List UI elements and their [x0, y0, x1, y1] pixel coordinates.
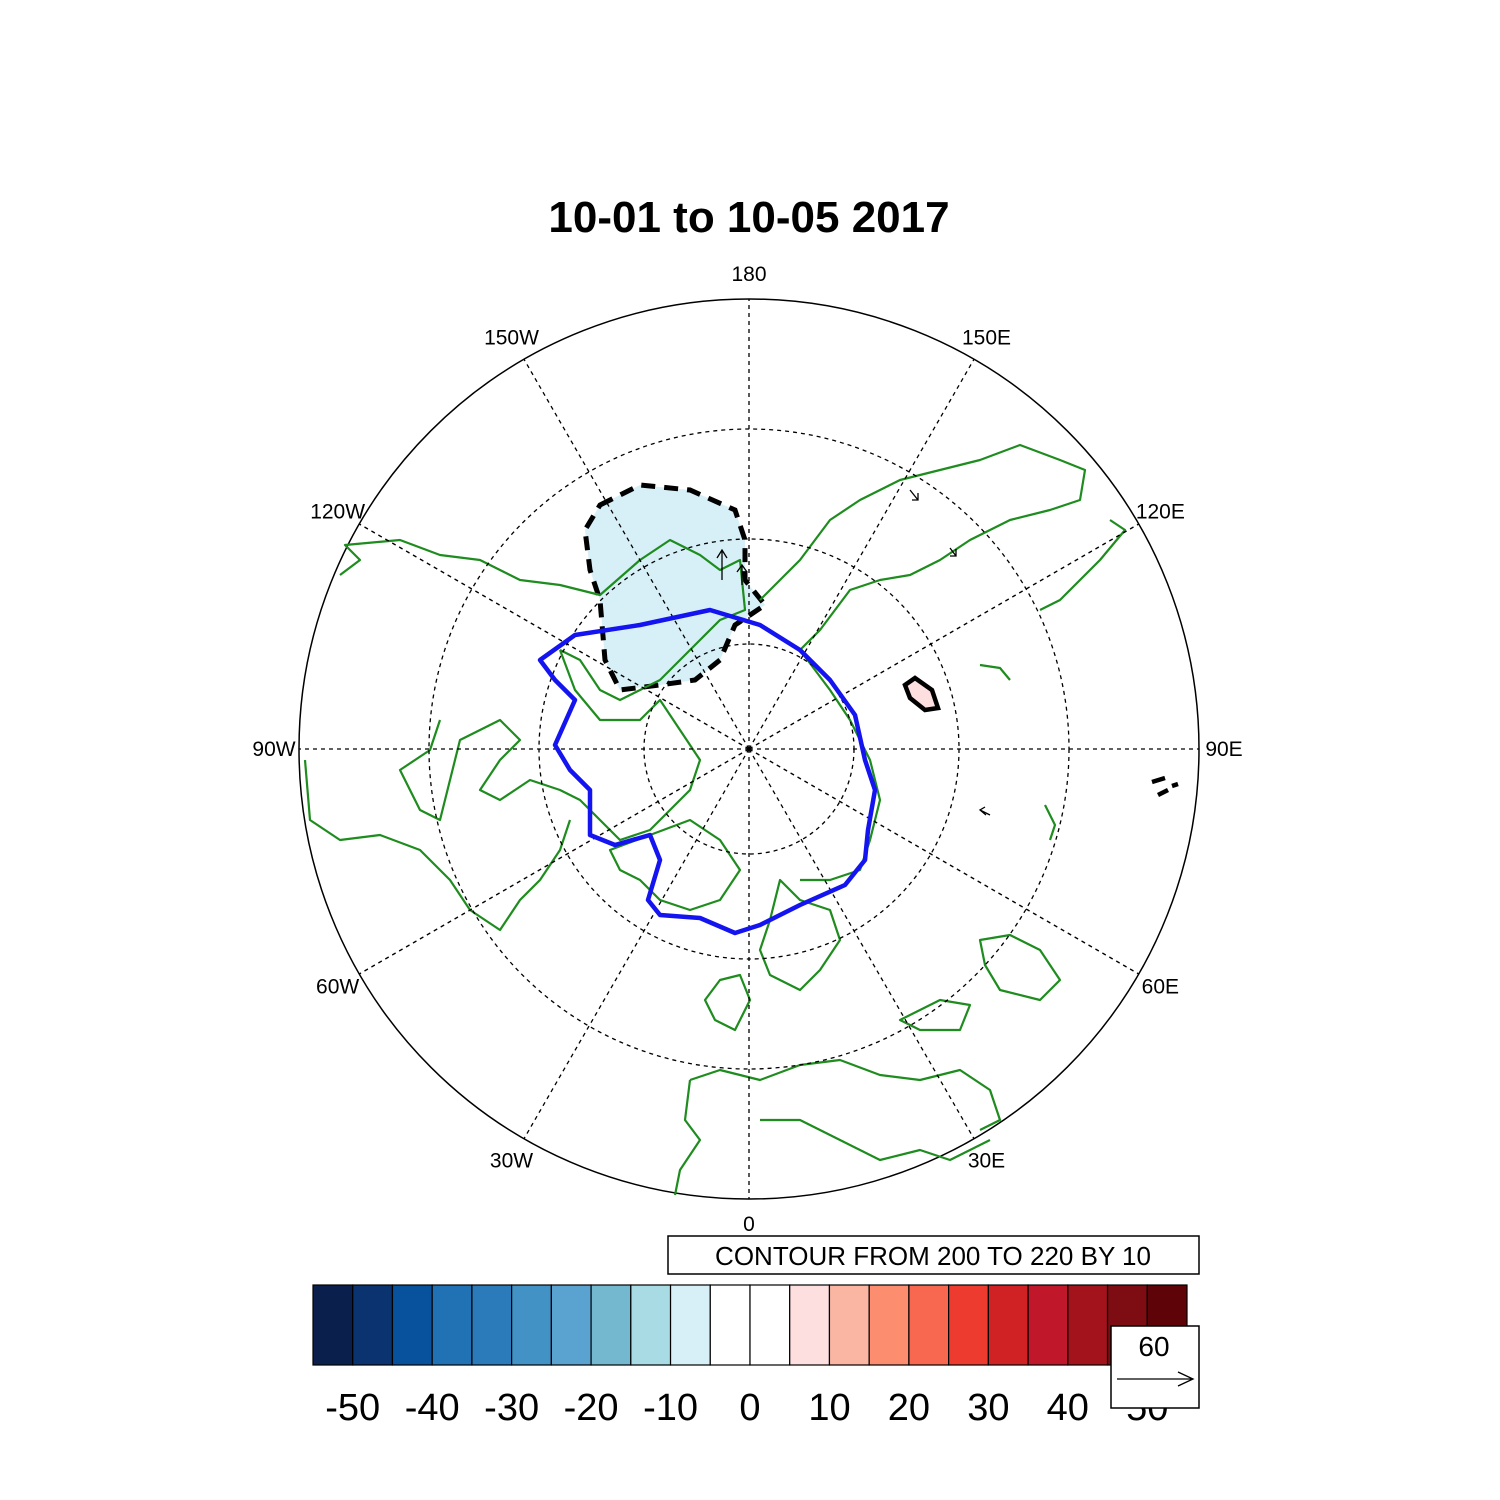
colorbar-box	[709, 1284, 751, 1366]
title: 10-01 to 10-05 2017	[548, 193, 949, 242]
meridian	[748, 358, 975, 750]
colorbar-box	[908, 1284, 950, 1366]
colorbar-label: -20	[564, 1387, 619, 1429]
colorbar-label: 0	[739, 1387, 760, 1429]
longitude-label: 30E	[968, 1149, 1005, 1172]
colorbar-label: -40	[405, 1387, 460, 1429]
blue-contour	[537, 607, 878, 936]
map	[298, 298, 1200, 1200]
colorbar-box	[948, 1284, 989, 1366]
coastlines	[303, 443, 1127, 1196]
wind-vectors	[716, 489, 991, 816]
vector-reference: 60	[1110, 1325, 1200, 1409]
colorbar-box	[868, 1284, 910, 1366]
colorbar-box	[471, 1284, 513, 1366]
longitude-label: 120E	[1136, 501, 1185, 524]
colorbar-box	[352, 1284, 394, 1366]
longitude-label: 30W	[490, 1149, 533, 1172]
colorbar: -50-40-30-20-1001020304050	[312, 1284, 1188, 1429]
longitude-label: 120W	[310, 501, 365, 524]
colorbar-label: 10	[808, 1387, 850, 1429]
longitude-label: 150W	[484, 327, 539, 350]
colorbar-label: 40	[1047, 1387, 1089, 1429]
contour-info: CONTOUR FROM 200 TO 220 BY 10	[715, 1241, 1151, 1271]
colorbar-box	[987, 1284, 1029, 1366]
colorbar-label: 20	[888, 1387, 930, 1429]
colorbar-label: -50	[325, 1387, 380, 1429]
meridian	[748, 748, 975, 1140]
contour-fragment	[1151, 775, 1179, 798]
contour-info-box	[667, 1235, 1200, 1275]
colorbar-label: -30	[484, 1387, 539, 1429]
colorbar-box	[1067, 1284, 1109, 1366]
colorbar-label: 30	[967, 1387, 1009, 1429]
vector-reference-value: 60	[1138, 1331, 1169, 1362]
colorbar-box	[550, 1284, 592, 1366]
colorbar-label: -10	[643, 1387, 698, 1429]
longitude-label: 90E	[1205, 738, 1242, 761]
longitude-label: 150E	[962, 327, 1011, 350]
longitude-label: 90W	[252, 738, 295, 761]
colorbar-box	[590, 1284, 632, 1366]
longitude-labels: 0 30E 60E 90E 120E 150E 180 150W 120W 90W 60W 30W	[252, 263, 1242, 1236]
colorbar-box	[431, 1284, 473, 1366]
positive-contour	[902, 675, 941, 713]
longitude-label: 180	[731, 263, 766, 286]
vector-reference-arrow	[1117, 1371, 1195, 1387]
colorbar-box	[749, 1284, 791, 1366]
negative-contour	[582, 482, 769, 693]
colorbar-box	[669, 1284, 711, 1366]
meridian	[748, 523, 1140, 750]
colorbar-box	[789, 1284, 831, 1366]
graticule	[299, 299, 1199, 1199]
meridian	[748, 748, 1140, 975]
meridian	[358, 523, 750, 750]
colorbar-box	[511, 1284, 552, 1366]
meridian	[358, 748, 750, 975]
colorbar-box	[391, 1284, 433, 1366]
longitude-label: 60E	[1142, 976, 1179, 999]
longitude-label: 0	[743, 1213, 755, 1236]
colorbar-box	[630, 1284, 672, 1366]
meridian	[523, 358, 750, 750]
colorbar-box	[828, 1284, 870, 1366]
colorbar-box	[1027, 1284, 1069, 1366]
longitude-label: 60W	[316, 976, 359, 999]
colorbar-box	[312, 1284, 354, 1366]
vector-reference-box	[1110, 1325, 1200, 1409]
meridian	[523, 748, 750, 1140]
